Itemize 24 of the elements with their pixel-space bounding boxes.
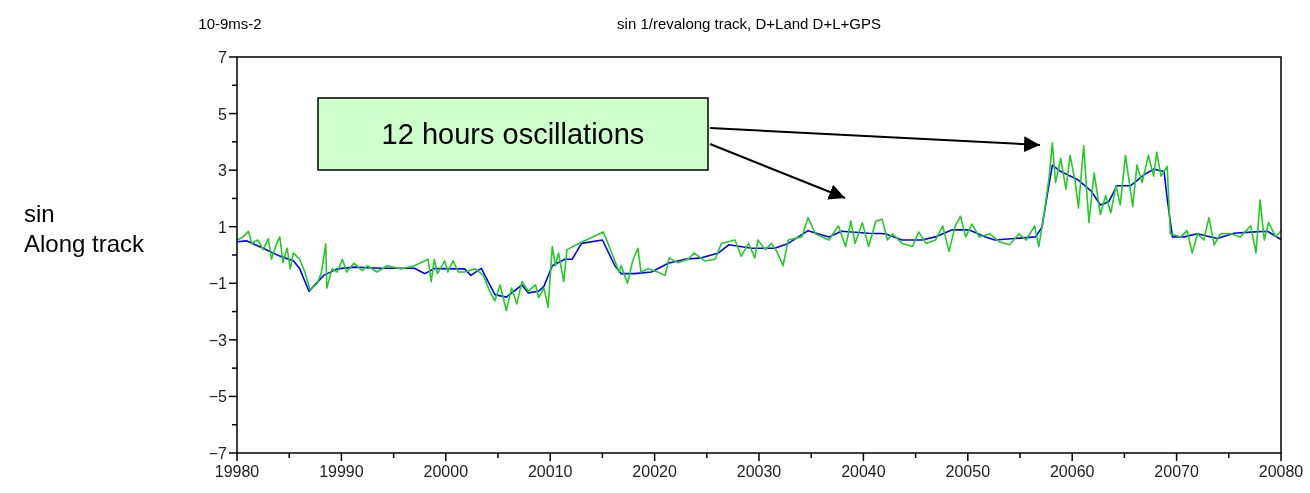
x-tick-label: 20040 [841,463,886,480]
annotation: 12 hours oscillations [381,118,645,150]
x-tick-label: 20060 [1049,463,1095,480]
y-tick-label: 7 [218,49,228,66]
y-tick-label: 1 [218,218,228,236]
x-tick-label: 20010 [527,463,573,480]
x-tick-label: 20000 [423,463,469,480]
x-tick-label: 19980 [214,463,260,480]
text: 10-9ms-2 [198,15,262,32]
y-tick-label: −1 [208,275,228,293]
line-series [236,164,1282,298]
x-tick-label: 20070 [1154,463,1199,480]
y-tick-label: −5 [208,388,228,406]
y-tick-label: 3 [218,162,228,180]
y-axis-title: sin Along track [24,200,146,257]
y-tick-label: 5 [218,105,228,123]
chart-title: sin 1/revalong track, D+Land D+L+GPS [617,15,881,32]
x-tick-label: 20030 [736,463,782,480]
y-tick-label: −3 [208,331,228,349]
x-tick-label: 20020 [632,463,677,480]
x-tick-label: 19990 [319,463,364,480]
x-tick-label: 20080 [1258,463,1304,480]
y-tick-label: −7 [208,445,228,462]
x-tick-label: 20050 [945,463,991,480]
